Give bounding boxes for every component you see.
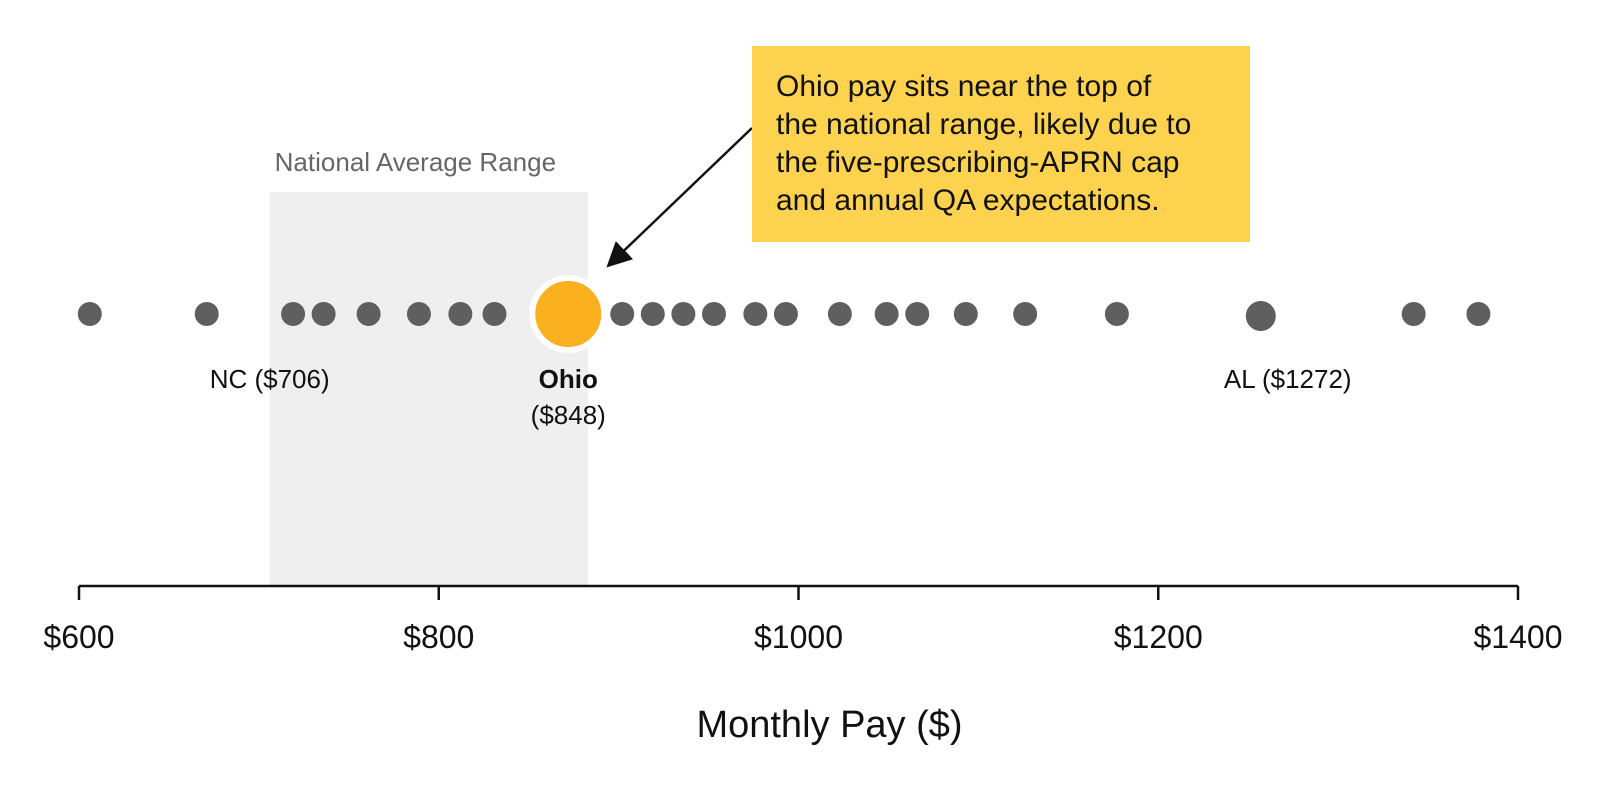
data-point: [311, 302, 336, 326]
data-point: [1013, 302, 1038, 326]
data-point: [77, 302, 102, 326]
data-point: [640, 302, 665, 326]
data-point: [1245, 301, 1276, 331]
data-point: [406, 302, 431, 326]
national-average-range-label: National Average Range: [275, 147, 556, 177]
national-average-range-band: [269, 192, 589, 586]
point-label: NC ($706): [210, 364, 330, 394]
x-tick-label: $1000: [754, 619, 843, 655]
x-tick-label: $800: [403, 619, 474, 655]
data-point: [194, 302, 219, 326]
data-point: [1104, 302, 1129, 326]
data-point: [773, 302, 798, 326]
data-point: [701, 302, 726, 326]
data-point: [610, 302, 635, 326]
annotation-callout: Ohio pay sits near the top of the nation…: [752, 46, 1250, 242]
data-point: [482, 302, 507, 326]
data-point: [1401, 302, 1426, 326]
data-point: [743, 302, 768, 326]
data-point-highlighted: [529, 275, 608, 353]
data-points: [77, 275, 1491, 353]
annotation-line: the five-prescribing-APRN cap: [776, 146, 1180, 179]
annotation-arrow: [606, 127, 753, 268]
data-point: [874, 302, 899, 326]
x-tick-label: $1200: [1114, 619, 1203, 655]
data-point: [281, 302, 306, 326]
x-axis-ticks: $600 $800 $1000 $1200 $1400: [43, 586, 1562, 655]
point-label: AL ($1272): [1224, 364, 1352, 394]
data-point: [953, 302, 978, 326]
data-point: [1466, 302, 1491, 326]
data-point: [671, 302, 696, 326]
data-point: [905, 302, 930, 326]
point-label: Ohio: [539, 364, 598, 394]
data-point: [356, 302, 381, 326]
x-tick-label: $1400: [1474, 619, 1563, 655]
point-labels: NC ($706) Ohio ($848) AL ($1272): [210, 364, 1352, 430]
point-label: ($848): [531, 400, 606, 430]
x-axis-title: Monthly Pay ($): [696, 704, 962, 746]
annotation-line: Ohio pay sits near the top of: [776, 70, 1152, 103]
x-tick-label: $600: [43, 619, 114, 655]
annotation-line: and annual QA expectations.: [776, 184, 1160, 217]
data-point: [448, 302, 473, 326]
annotation-line: the national range, likely due to: [776, 108, 1192, 141]
data-point: [827, 302, 852, 326]
